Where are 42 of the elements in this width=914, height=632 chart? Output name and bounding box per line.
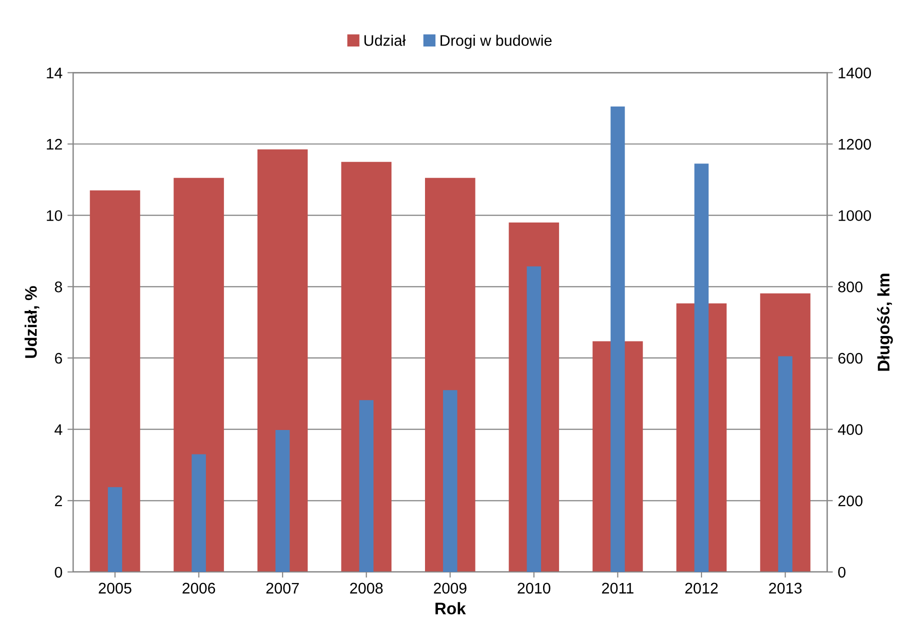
bar — [192, 454, 206, 572]
y-tick-label: 8 — [54, 282, 62, 292]
y2-tick-label: 800 — [838, 282, 862, 292]
y-tick-label: 4 — [54, 424, 62, 435]
y2-tick-label: 200 — [838, 496, 862, 506]
x-tick-label: 2011 — [602, 582, 634, 594]
x-axis-title: Rok — [436, 602, 466, 614]
x-tick-label: 2006 — [182, 582, 216, 594]
bar — [778, 356, 792, 572]
x-tick-label: 2005 — [98, 582, 132, 594]
y2-tick-label: 1200 — [838, 138, 871, 150]
bar — [108, 487, 122, 572]
bar — [90, 190, 140, 572]
y2-tick-label: 1400 — [838, 68, 871, 78]
y-tick-label: 10 — [46, 210, 62, 222]
y-tick-label: 2 — [54, 496, 62, 506]
y2-tick-label: 400 — [838, 424, 862, 435]
y2-tick-label: 0 — [838, 566, 846, 578]
bar — [443, 390, 458, 572]
y-tick-label: 6 — [54, 352, 62, 364]
bar — [359, 400, 374, 572]
bar — [275, 430, 290, 572]
x-tick-label: 2013 — [769, 582, 802, 594]
legend-label: Udział — [364, 34, 406, 46]
y2-axis-title: Długość, km — [877, 274, 893, 371]
y2-tick-label: 1000 — [838, 210, 871, 222]
x-tick-label: 2007 — [266, 582, 299, 594]
x-tick-label: 2009 — [434, 582, 466, 594]
bar — [694, 164, 709, 572]
x-tick-label: 2012 — [685, 582, 718, 594]
legend-label: Drogi w budowie — [440, 34, 552, 49]
bar — [526, 266, 542, 572]
bar — [257, 149, 308, 572]
bar — [610, 106, 625, 572]
x-tick-label: 2010 — [518, 582, 550, 594]
x-tick-label: 2008 — [350, 582, 383, 594]
y-axis-title: Udział, % — [24, 286, 40, 358]
y-tick-label: 14 — [46, 68, 62, 78]
y-tick-label: 0 — [54, 566, 62, 578]
bar — [174, 178, 224, 572]
y-tick-label: 12 — [46, 138, 62, 150]
y2-tick-label: 600 — [838, 352, 862, 364]
